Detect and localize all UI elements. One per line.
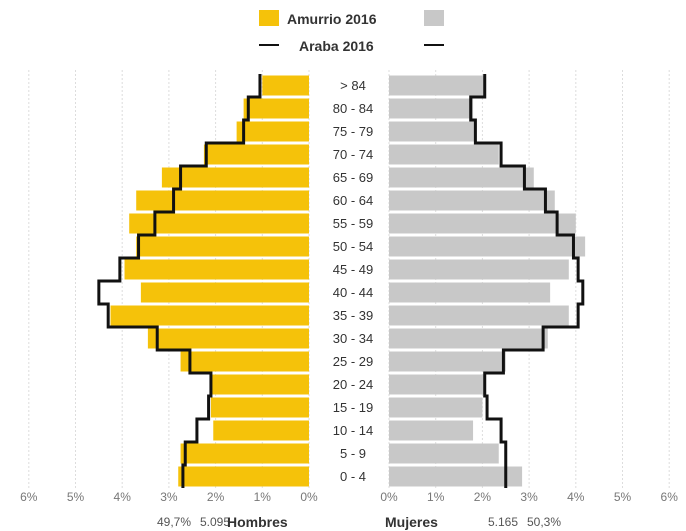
araba-lines	[97, 74, 585, 488]
x-tick-label: 3%	[520, 490, 538, 504]
bars	[110, 75, 586, 487]
bar-hombres	[161, 167, 309, 188]
bar-mujeres	[389, 75, 485, 96]
age-label: 25 - 29	[333, 354, 373, 369]
bar-mujeres	[389, 98, 474, 119]
x-tick-label: 1%	[427, 490, 445, 504]
age-label: 60 - 64	[333, 193, 373, 208]
bar-mujeres	[389, 351, 506, 372]
x-tick-label: 5%	[614, 490, 632, 504]
age-label: 45 - 49	[333, 262, 373, 277]
bar-mujeres	[389, 213, 576, 234]
x-tick-label: 5%	[67, 490, 85, 504]
bar-mujeres	[389, 305, 569, 326]
bar-hombres	[178, 466, 309, 487]
age-label: 35 - 39	[333, 308, 373, 323]
summary-right-count: 5.165	[488, 515, 518, 529]
bar-hombres	[213, 420, 309, 441]
summary-right-label: Mujeres	[385, 514, 438, 530]
bar-hombres	[262, 75, 309, 96]
age-label: 0 - 4	[340, 469, 366, 484]
x-tick-label: 0%	[300, 490, 318, 504]
bar-hombres	[140, 282, 309, 303]
bar-hombres	[129, 213, 309, 234]
age-label: 30 - 34	[333, 331, 373, 346]
age-label: 40 - 44	[333, 285, 373, 300]
bar-mujeres	[389, 420, 474, 441]
legend-swatch-hombres	[259, 10, 279, 26]
age-label: 75 - 79	[333, 124, 373, 139]
age-label: 15 - 19	[333, 400, 373, 415]
bar-mujeres	[389, 190, 555, 211]
summary-left-count: 5.095	[200, 515, 230, 529]
age-label: > 84	[340, 78, 366, 93]
age-label: 65 - 69	[333, 170, 373, 185]
summary-left-percent: 49,7%	[157, 515, 191, 529]
araba-line-hombres	[97, 74, 262, 488]
bar-hombres	[136, 190, 309, 211]
legend: Amurrio 2016 Araba 2016	[259, 10, 444, 54]
bar-hombres	[203, 144, 309, 165]
x-tick-label: 6%	[20, 490, 38, 504]
bar-mujeres	[389, 121, 476, 142]
bar-mujeres	[389, 466, 523, 487]
bar-mujeres	[389, 328, 548, 349]
summary-row: 49,7% 5.095 Hombres Mujeres 5.165 50,3%	[157, 514, 561, 530]
age-label: 20 - 24	[333, 377, 373, 392]
x-tick-label: 1%	[254, 490, 272, 504]
age-labels: > 84 80 - 84 75 - 79 70 - 74 65 - 69 60 - 64 5…	[333, 78, 373, 484]
x-tick-label: 0%	[380, 490, 398, 504]
bar-mujeres	[389, 397, 483, 418]
legend-label-amurrio: Amurrio 2016	[287, 11, 377, 27]
bar-hombres	[136, 236, 309, 257]
x-tick-label: 3%	[160, 490, 178, 504]
x-tick-label: 4%	[567, 490, 585, 504]
summary-left-label: Hombres	[227, 514, 288, 530]
age-label: 10 - 14	[333, 423, 373, 438]
bar-mujeres	[389, 144, 499, 165]
x-tick-label: 4%	[114, 490, 132, 504]
bar-hombres	[110, 305, 310, 326]
legend-swatch-mujeres	[424, 10, 444, 26]
bar-mujeres	[389, 259, 569, 280]
x-tick-label: 2%	[474, 490, 492, 504]
bar-mujeres	[389, 374, 485, 395]
bar-hombres	[180, 351, 309, 372]
age-label: 70 - 74	[333, 147, 373, 162]
x-tick-label: 6%	[661, 490, 679, 504]
age-label: 55 - 59	[333, 216, 373, 231]
x-tick-label: 2%	[207, 490, 225, 504]
bar-mujeres	[389, 443, 499, 464]
bar-mujeres	[389, 167, 534, 188]
bar-hombres	[210, 374, 309, 395]
legend-label-araba: Araba 2016	[299, 38, 374, 54]
bar-hombres	[243, 98, 309, 119]
bar-hombres	[124, 259, 309, 280]
age-label: 50 - 54	[333, 239, 373, 254]
bar-mujeres	[389, 282, 551, 303]
araba-line-mujeres	[469, 74, 585, 488]
bar-mujeres	[389, 236, 586, 257]
age-label: 80 - 84	[333, 101, 373, 116]
x-tick-labels: 6% 5% 4% 3% 2% 1% 0% 0% 1% 2% 3% 4% 5% 6%	[20, 490, 678, 504]
bar-hombres	[236, 121, 309, 142]
bar-hombres	[180, 443, 309, 464]
bar-hombres	[210, 397, 309, 418]
summary-right-percent: 50,3%	[527, 515, 561, 529]
age-label: 5 - 9	[340, 446, 366, 461]
bar-hombres	[147, 328, 309, 349]
